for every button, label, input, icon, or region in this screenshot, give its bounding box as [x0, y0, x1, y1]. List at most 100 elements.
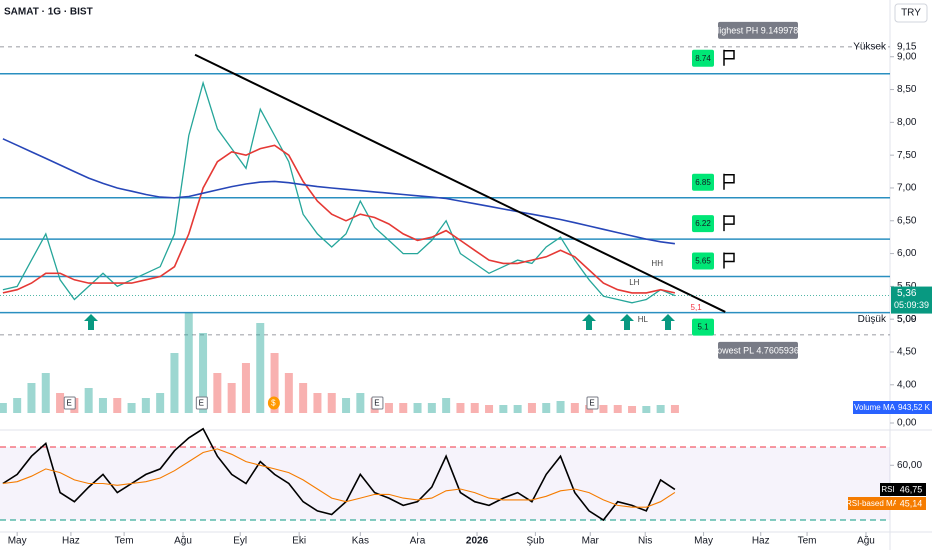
level-badge-text: 6.22 — [695, 219, 711, 228]
event-label[interactable]: $ — [271, 399, 276, 408]
event-marker[interactable] — [63, 396, 76, 410]
high-name: Yüksek — [853, 42, 887, 53]
volume-bar — [628, 406, 637, 413]
volume-bar — [170, 353, 179, 413]
series-line — [2, 138, 676, 245]
volume-bar — [199, 333, 208, 413]
x-tick-label: Tem — [115, 536, 134, 547]
volume-bar — [556, 401, 565, 413]
rsi-tick-label: 60,00 — [897, 460, 922, 471]
level-badge — [692, 49, 714, 67]
event-label[interactable]: E — [374, 399, 379, 408]
rsi-name: RSI — [881, 485, 894, 494]
last-price-box — [891, 286, 932, 314]
pivot-box — [718, 341, 798, 359]
y-tick-label: 9,00 — [897, 51, 917, 62]
currency[interactable]: TRY — [901, 8, 921, 19]
volume-bar — [156, 393, 165, 413]
volume-bar — [670, 405, 679, 413]
rsi-name-box — [848, 497, 896, 510]
volume-bar — [256, 323, 265, 413]
volume-bar — [184, 313, 193, 413]
volume-bar — [270, 353, 279, 413]
event-label[interactable]: E — [589, 399, 594, 408]
x-tick-label: 2026 — [466, 536, 489, 547]
event-label[interactable]: E — [67, 399, 72, 408]
x-tick-label: Haz — [752, 536, 770, 547]
volume-ma-name-box — [853, 401, 896, 414]
event-marker[interactable] — [586, 396, 599, 410]
x-tick-label: May — [694, 536, 713, 547]
series-line — [2, 427, 676, 522]
trendline — [194, 53, 726, 313]
series-line — [2, 448, 676, 508]
x-tick-label: Ağu — [857, 536, 875, 547]
volume-bar — [613, 405, 622, 413]
event-marker[interactable] — [371, 396, 384, 410]
volume-bar — [513, 405, 522, 413]
volume-bar — [356, 393, 365, 413]
flag-icon — [723, 252, 735, 269]
rsi-value-box — [896, 483, 926, 496]
level-badge — [692, 173, 714, 191]
x-tick-label: Nis — [638, 536, 652, 547]
level-badge-text: 8.74 — [695, 54, 711, 63]
pivot-label: HH — [651, 259, 663, 268]
pivot-text: Lowest PL 4.76059364 — [712, 345, 804, 355]
event-label[interactable]: E — [199, 399, 204, 408]
y-tick-label: 4,00 — [897, 379, 917, 390]
rsi-name-box — [880, 483, 896, 496]
volume-tick-label: 0,00 — [897, 418, 917, 429]
last-price: 5,36 — [897, 288, 917, 299]
volume-bar — [113, 398, 122, 413]
volume-bar — [485, 405, 494, 413]
y-tick-label: 6,50 — [897, 215, 917, 226]
volume-bar — [299, 383, 308, 413]
x-tick-label: Eki — [292, 536, 306, 547]
y-tick-label: 7,00 — [897, 183, 917, 194]
y-tick-label: 5,50 — [897, 281, 917, 292]
y-tick-label: 6,00 — [897, 248, 917, 259]
x-tick-label: Kas — [352, 536, 369, 547]
pivot-label: LH — [629, 278, 639, 287]
volume-bar — [27, 383, 36, 413]
volume-ma-value-box — [896, 401, 932, 414]
x-tick-label: Ara — [410, 536, 426, 547]
volume-bar — [413, 403, 422, 413]
volume-bar — [656, 405, 665, 413]
level-badge — [692, 215, 714, 233]
volume-bar — [470, 403, 479, 413]
rsi-value: 45,14 — [900, 498, 923, 508]
volume-bar — [542, 403, 551, 413]
event-marker[interactable] — [267, 396, 280, 410]
flag-icon — [723, 215, 735, 232]
volume-bar — [56, 393, 65, 413]
volume-bar — [241, 363, 250, 413]
y-tick-label: 7,50 — [897, 150, 917, 161]
volume-bar — [327, 393, 336, 413]
volume-ma-name: Volume MA — [854, 403, 896, 412]
countdown: 05:09:39 — [894, 300, 929, 310]
currency-box[interactable] — [894, 3, 928, 23]
x-tick-label: Mar — [582, 536, 600, 547]
level-badge-text: 5.65 — [695, 257, 711, 266]
volume-bar — [41, 373, 50, 413]
volume-bar — [427, 403, 436, 413]
volume-bar — [127, 403, 136, 413]
flag-icon — [723, 173, 735, 190]
x-tick-label: May — [8, 536, 27, 547]
level-badge — [692, 318, 714, 336]
x-tick-label: Ağu — [174, 536, 192, 547]
rsi-value: 46,75 — [900, 484, 923, 494]
event-marker[interactable] — [195, 396, 208, 410]
volume-bar — [313, 393, 322, 413]
y-tick-label: 8,00 — [897, 117, 917, 128]
volume-bar — [570, 403, 579, 413]
pivot-label: HL — [638, 315, 649, 324]
volume-bar — [442, 398, 451, 413]
pivot-box — [718, 21, 798, 39]
volume-bar — [642, 406, 651, 413]
pivot-text: Highest PH 9.1499782 — [713, 25, 804, 35]
